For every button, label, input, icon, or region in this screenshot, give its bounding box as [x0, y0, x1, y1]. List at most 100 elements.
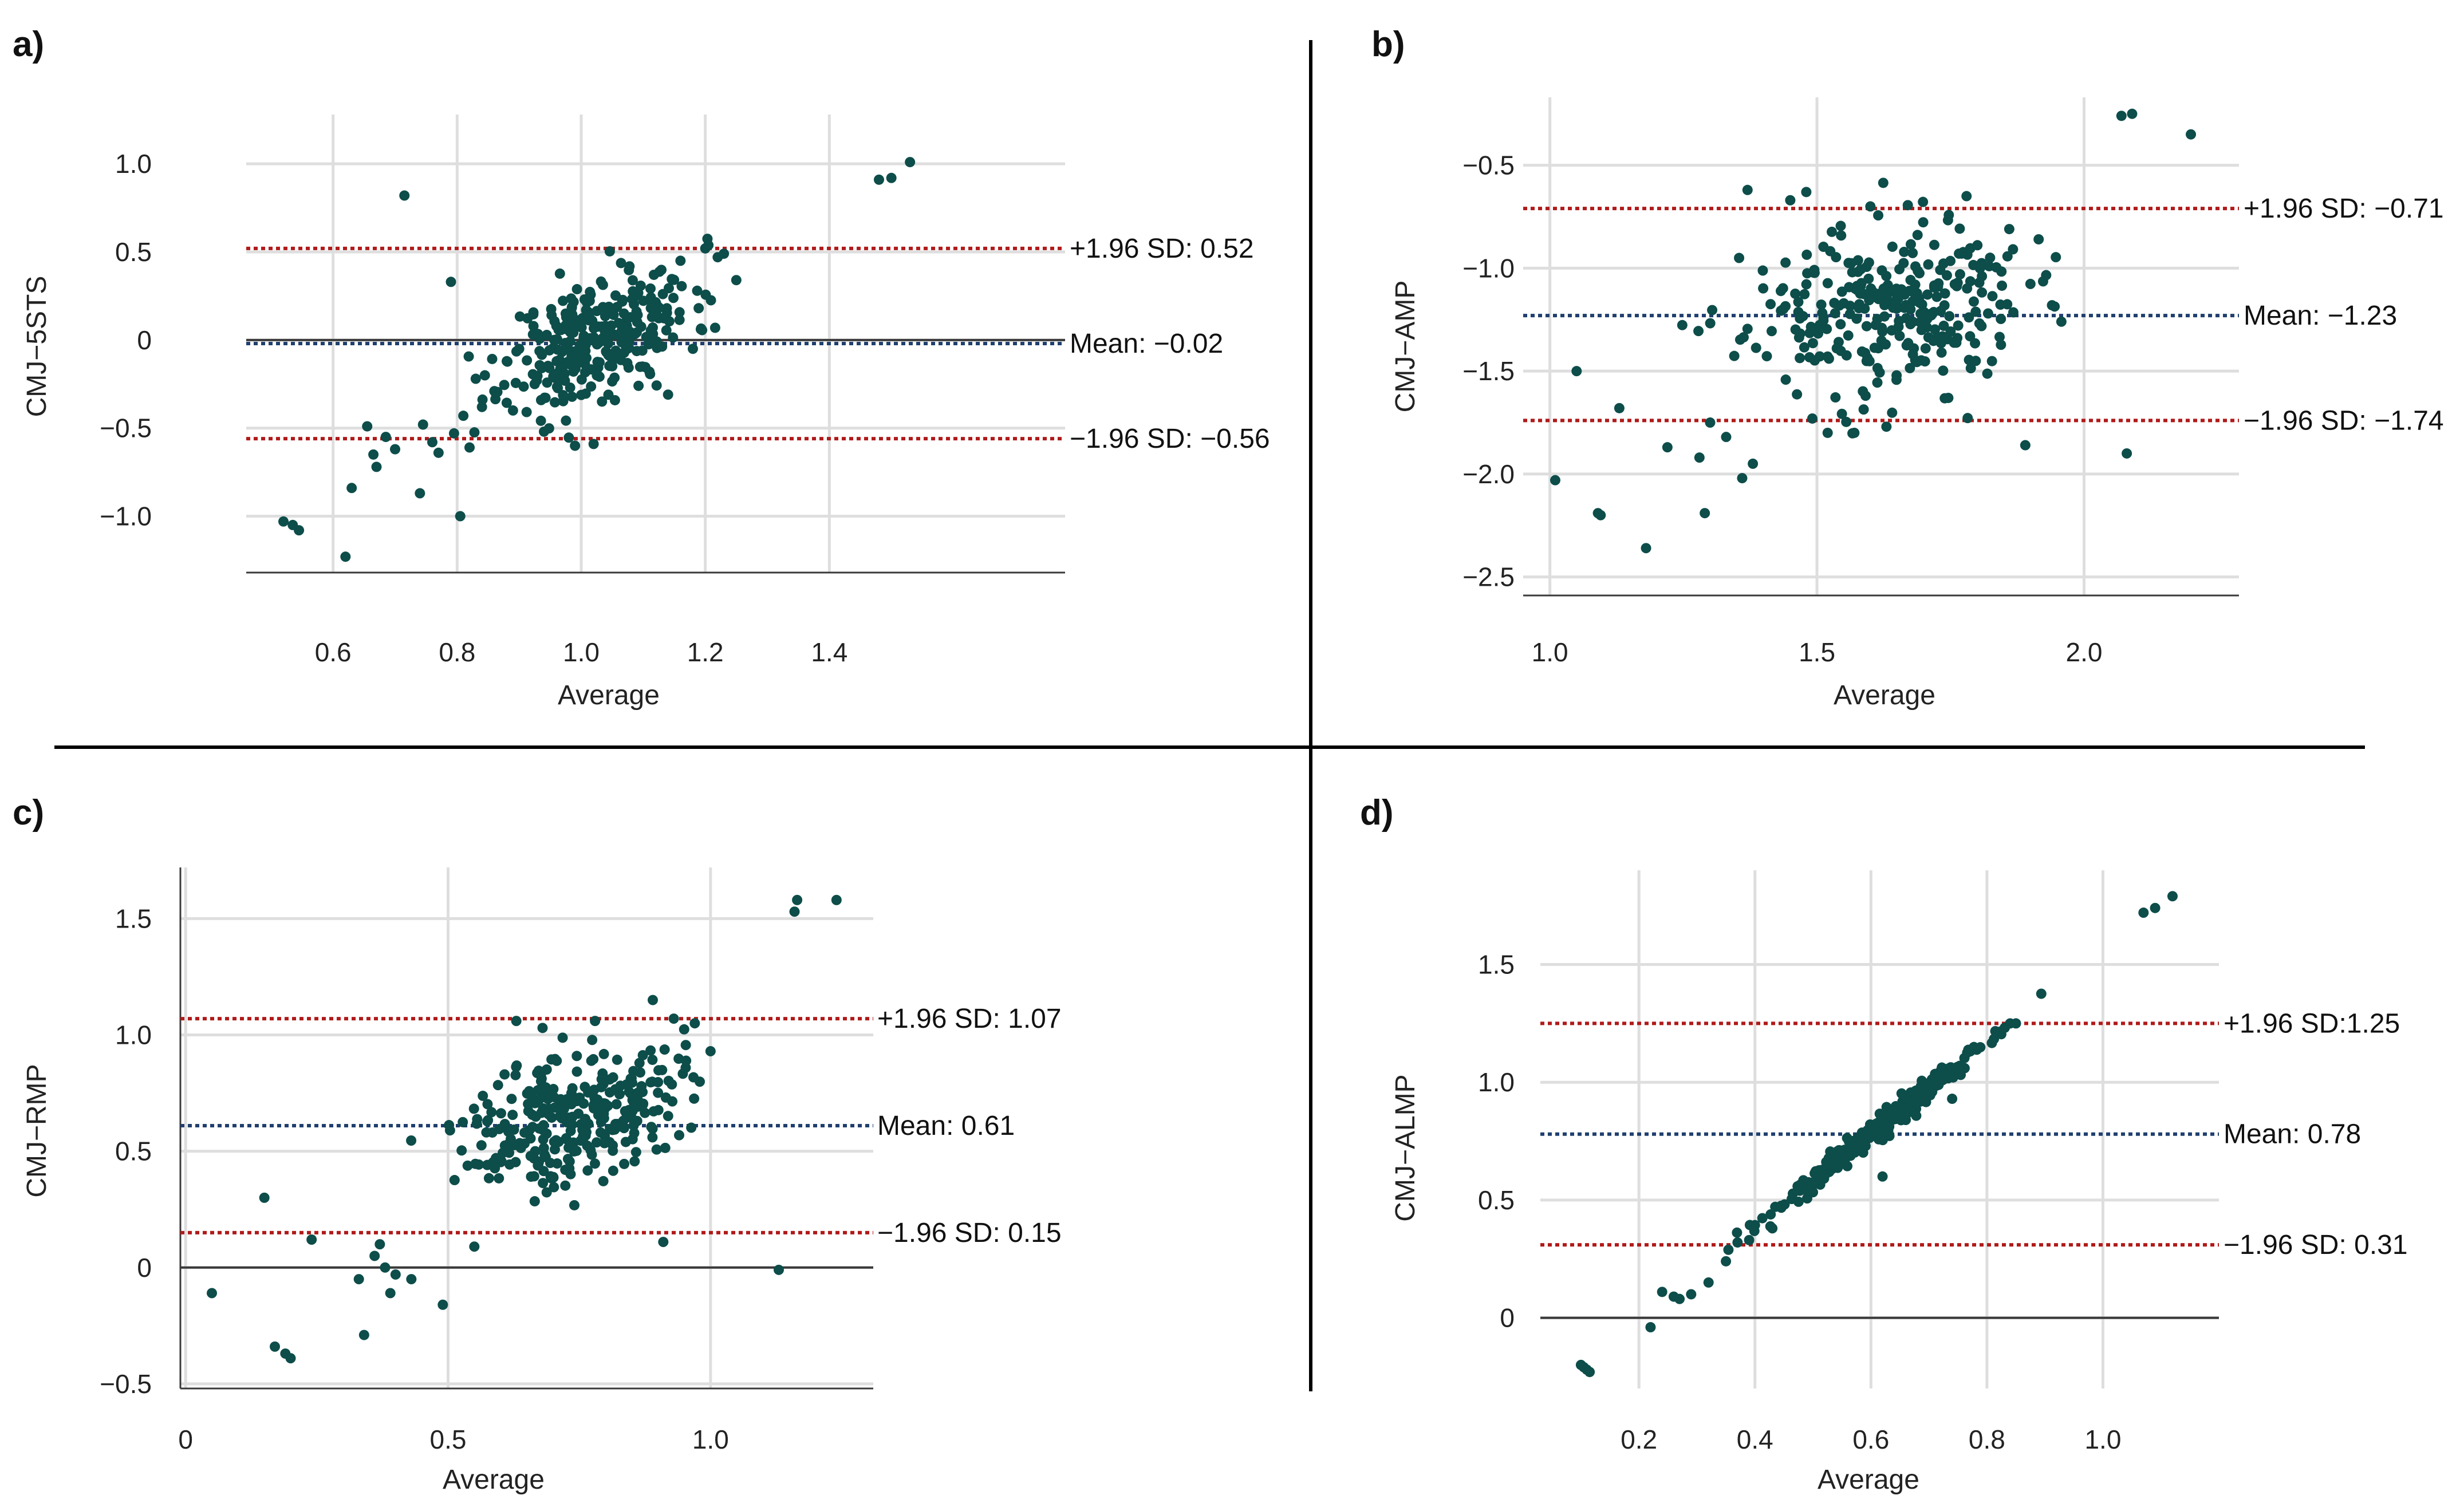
panel-a-point	[458, 411, 469, 421]
panel-a-y-tick-label: 0.5	[115, 237, 152, 267]
panel-a-point	[455, 511, 466, 522]
panel-d-point	[1911, 1110, 1922, 1121]
panel-c-point	[663, 1075, 674, 1086]
panel-a-point	[610, 345, 621, 356]
panel-b-point	[1847, 267, 1858, 278]
panel-d-point	[1767, 1223, 1778, 1234]
panel-b-point	[1982, 308, 1993, 319]
panel-b-point	[1894, 315, 1905, 326]
panel-c-point	[582, 1165, 593, 1176]
panel-c-point	[444, 1120, 455, 1131]
panel-b-point	[1965, 276, 1976, 287]
panel-a-point	[560, 308, 571, 319]
panel-c-point	[458, 1117, 468, 1127]
panel-d-reference-lines: +1.96 SD:1.25 Mean: 0.78 −1.96 SD: 0.31	[1540, 1008, 2408, 1260]
panel-a-point	[278, 516, 289, 527]
panel-a-point	[539, 392, 550, 403]
panel-c-point	[614, 1089, 625, 1100]
panel-b-point	[1838, 298, 1849, 309]
panel-c-point	[537, 1023, 548, 1033]
panel-b-point	[1826, 226, 1837, 237]
panel-b-point	[1939, 288, 1950, 299]
panel-b-point	[1765, 299, 1776, 310]
panel-a: a) +1.96 SD: 0.52 Mean: −0.02 −1.96 SD: −0…	[13, 25, 1270, 711]
panel-b-point	[1941, 270, 1952, 281]
panel-b-point	[1816, 299, 1827, 310]
panel-d: d) +1.96 SD:1.25 Mean: 0.78 −1.96 SD: 0.31…	[1360, 793, 2408, 1495]
panel-d-x-axis-title: Average	[1818, 1465, 1919, 1495]
panel-c-point	[507, 1110, 518, 1121]
panel-c-point	[591, 1137, 602, 1148]
panel-c-point	[476, 1140, 487, 1151]
panel-a-point	[507, 405, 518, 416]
panel-b-point	[1873, 210, 1884, 221]
panel-c-point	[492, 1080, 503, 1091]
panel-b-point	[1729, 350, 1740, 361]
panel-c-point	[390, 1269, 401, 1280]
panel-b-point	[2002, 251, 2013, 262]
panel-c-point	[538, 1142, 549, 1153]
panel-c-point	[831, 894, 842, 905]
panel-c-point	[561, 1094, 572, 1104]
panel-c-point	[660, 1142, 671, 1153]
panel-b-point	[2037, 276, 2048, 287]
panel-c: c) +1.96 SD: 1.07 Mean: 0.61 −1.96 SD: 0.1…	[13, 793, 1062, 1495]
panel-c-lower-label: −1.96 SD: 0.15	[877, 1218, 1062, 1248]
panel-a-point	[417, 419, 428, 430]
panel-b-point	[1929, 282, 1940, 293]
panel-a-point	[566, 391, 577, 402]
panel-a-point	[535, 415, 546, 426]
panel-d-x-tick-label: 0.2	[1621, 1425, 1657, 1454]
panel-b-point	[1891, 370, 1902, 381]
panel-b-point	[1887, 241, 1898, 252]
panel-b-point	[1928, 336, 1939, 346]
panel-b-point	[1905, 275, 1916, 286]
panel-c-point	[658, 1237, 669, 1248]
panel-b-point	[1881, 271, 1892, 282]
panel-a-point	[692, 285, 703, 296]
panel-b-point	[1835, 220, 1846, 231]
panel-b-point	[1742, 324, 1753, 334]
panel-a-point	[469, 427, 480, 438]
panel-b-point	[1861, 262, 1872, 273]
panel-c-point	[207, 1288, 217, 1299]
panel-c-point	[590, 1016, 601, 1027]
panel-a-x-tick-label: 1.2	[687, 637, 724, 667]
panel-b-point	[1894, 264, 1905, 275]
panel-a-point	[427, 437, 437, 448]
panel-b-point	[1758, 283, 1769, 294]
panel-c-point	[653, 1087, 664, 1098]
panel-b-point	[1905, 362, 1915, 373]
panel-a-point	[559, 368, 570, 379]
panel-b-point	[1907, 349, 1918, 360]
panel-b-point	[1942, 215, 1953, 226]
panel-a-point	[552, 334, 563, 345]
panel-c-point	[571, 1051, 582, 1062]
panel-b-y-tick-label: −2.0	[1462, 459, 1515, 489]
panel-b-point	[1831, 343, 1842, 354]
panel-b-point	[1962, 413, 1973, 424]
panel-a-x-tick-label: 1.0	[563, 637, 600, 667]
panel-b-point	[1836, 408, 1847, 419]
panel-a-point	[676, 281, 687, 291]
panel-c-point	[587, 1035, 598, 1046]
panel-b-point	[1797, 311, 1808, 322]
panel-a-lower-label: −1.96 SD: −0.56	[1070, 424, 1270, 454]
panel-c-point	[634, 1067, 645, 1078]
panel-b-point	[1854, 299, 1865, 310]
panel-c-point	[596, 1104, 607, 1115]
panel-b-point	[1937, 331, 1948, 342]
panel-b-point	[1852, 255, 1863, 266]
panel-a-point	[552, 344, 563, 355]
panel-a-x-tick-label: 0.8	[439, 637, 475, 667]
panel-a-point	[532, 370, 543, 381]
panel-b-point	[1881, 421, 1892, 432]
panel-a-point	[651, 380, 662, 391]
panel-a-point	[489, 386, 500, 397]
panel-b-point	[1944, 311, 1955, 322]
panel-d-point	[1877, 1171, 1888, 1182]
panel-b-point	[2020, 440, 2031, 451]
panel-a-y-tick-label: −0.5	[100, 413, 152, 443]
panel-a-point	[380, 432, 391, 443]
panel-c-point	[519, 1138, 530, 1149]
